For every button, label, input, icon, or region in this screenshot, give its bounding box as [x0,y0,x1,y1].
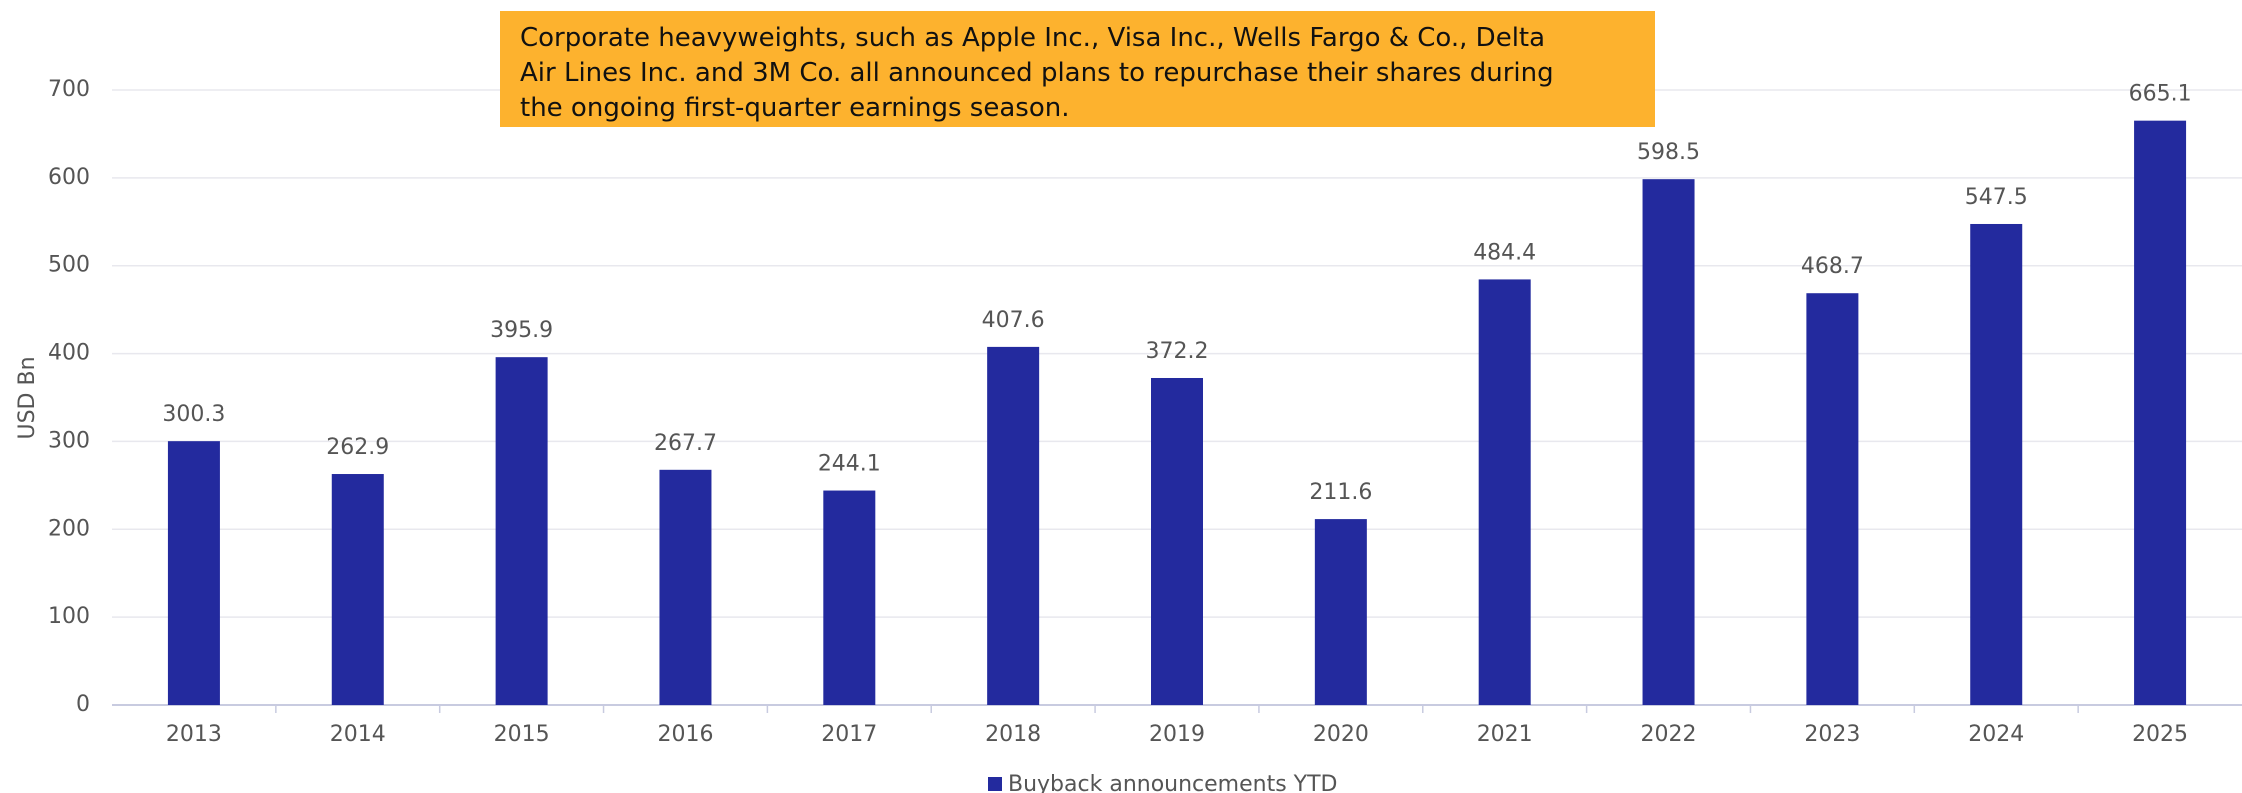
bar [1478,279,1531,705]
annotation-text: Corporate heavyweights, such as Apple In… [520,23,1554,123]
y-tick-label: 100 [48,604,90,629]
bar [495,357,548,705]
x-tick-label: 2014 [330,722,386,747]
y-tick-label: 600 [48,165,90,190]
bar [987,346,1040,705]
x-tick-label: 2013 [166,722,222,747]
y-axis-label: USD Bn [15,356,40,439]
y-tick-label: 0 [76,692,90,717]
bar [1970,223,2023,705]
x-tick-label: 2022 [1641,722,1697,747]
data-label: 267.7 [654,431,717,456]
data-label: 262.9 [326,435,389,460]
annotation: Corporate heavyweights, such as Apple In… [500,11,1655,127]
bar [1151,377,1203,705]
y-tick-label: 400 [48,341,90,366]
bar [1314,519,1367,705]
x-tick-label: 2024 [1968,722,2024,747]
bar [331,474,384,705]
bar [1642,179,1695,706]
data-label: 211.6 [1309,480,1372,505]
x-tick-label: 2016 [657,722,713,747]
y-tick-label: 500 [48,253,90,278]
x-tick-label: 2018 [985,722,1041,747]
data-label: 598.5 [1637,140,1700,165]
x-tick-label: 2015 [494,722,550,747]
x-tick-label: 2025 [2132,722,2188,747]
bar [2134,120,2187,706]
data-label: 484.4 [1473,240,1536,265]
x-tick-label: 2019 [1149,722,1205,747]
x-tick-label: 2023 [1804,722,1860,747]
data-label: 244.1 [818,452,881,477]
y-tick-label: 300 [48,428,90,453]
x-tick-label: 2020 [1313,722,1369,747]
bar [659,469,712,705]
data-label: 372.2 [1146,339,1209,364]
x-tick-label: 2021 [1477,722,1533,747]
legend-label: Buyback announcements YTD [1008,772,1337,793]
data-label: 468.7 [1801,254,1864,279]
bar [167,441,220,705]
y-tick-label: 200 [48,516,90,541]
data-label: 665.1 [2129,82,2192,107]
legend-swatch [988,777,1002,791]
bar [1806,293,1859,705]
data-label: 547.5 [1965,185,2028,210]
y-tick-label: 700 [48,77,90,102]
data-label: 407.6 [982,308,1045,333]
bar [823,490,876,705]
data-label: 300.3 [162,402,225,427]
data-label: 395.9 [490,318,553,343]
x-tick-label: 2017 [821,722,877,747]
